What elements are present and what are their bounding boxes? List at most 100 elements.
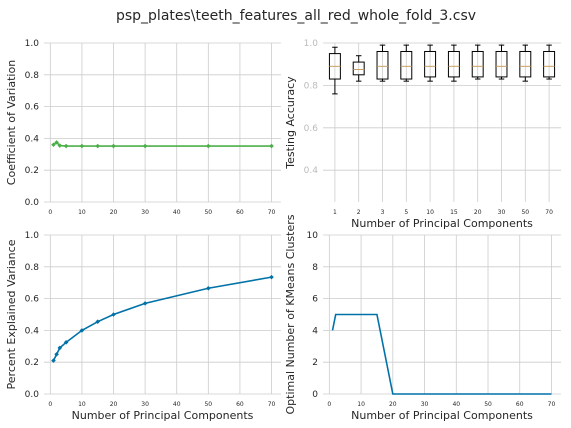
data-point (54, 351, 59, 357)
x-tick-label: 60 (236, 209, 244, 216)
x-axis-label: Number of Principal Components (351, 409, 533, 422)
box-10 (424, 44, 437, 82)
y-tick-label: 1.0 (25, 231, 40, 241)
x-tick-label: 30 (141, 401, 149, 408)
y-axis-label: Coefficient of Variation (5, 60, 18, 185)
y-tick-label: 0.4 (304, 166, 319, 176)
box-50 (519, 44, 532, 82)
x-tick-label: 10 (426, 209, 434, 216)
x-tick-label: 40 (173, 209, 181, 216)
y-axis-label: Optimal Number of KMeans Clusters (284, 214, 297, 414)
x-tick-label: 50 (484, 401, 492, 408)
y-tick-label: 0.6 (25, 295, 40, 305)
data-point (95, 143, 101, 149)
box-body (352, 61, 365, 76)
y-tick-label: 0.6 (25, 103, 40, 113)
x-tick-label: 50 (521, 209, 529, 216)
x-tick-label: 3 (381, 209, 385, 216)
plot-area (44, 235, 281, 394)
box-5 (400, 44, 413, 82)
x-tick-label: 60 (236, 401, 244, 408)
data-point (95, 319, 101, 324)
x-tick-label: 2 (357, 209, 361, 216)
data-point (111, 312, 116, 317)
box-2 (352, 55, 365, 82)
box-body (495, 50, 508, 78)
x-tick-label: 0 (327, 401, 331, 408)
x-tick-label: 70 (268, 209, 276, 216)
figure-title: psp_plates\teeth_features_all_red_whole_… (116, 8, 476, 24)
y-tick-label: 8 (312, 263, 318, 273)
subplots: 0 10 20 30 40 50 60 700.00.20.40.60.81.0Coeffic… (5, 39, 561, 422)
y-tick-label: 0.8 (304, 81, 319, 91)
data-point (79, 143, 85, 149)
x-tick-label: 30 (498, 209, 506, 216)
y-tick-label: 1.0 (25, 39, 40, 49)
x-tick-label: 10 (357, 401, 365, 408)
y-tick-label: 0.2 (25, 166, 39, 176)
box-body (376, 50, 389, 80)
y-axis-label: Testing Accuracy (284, 76, 297, 170)
y-tick-label: 0.4 (25, 326, 40, 336)
data-point (206, 285, 211, 291)
subplot-2: 1 2 3 5 10 15 20 30 50 70 0.4 0.6 0.8 1.0 Number of Pr… (284, 39, 561, 230)
subplot-1: 0 10 20 30 40 50 60 70 0.0 0.2 0.4 0.6 0.8 1.0 Coeffic… (5, 39, 281, 216)
x-tick-label: 20 (389, 401, 397, 408)
box-30 (495, 44, 508, 80)
box-3 (376, 44, 389, 82)
y-tick-label: 0 (312, 390, 318, 400)
x-tick-label: 5 (404, 209, 408, 216)
data-point (63, 340, 69, 345)
y-tick-label: 0.0 (25, 390, 40, 400)
x-tick-label: 70 (268, 401, 276, 408)
data-point (79, 328, 85, 333)
y-tick-label: 0.8 (25, 71, 40, 81)
y-tick-label: 2 (312, 358, 318, 368)
data-point (142, 143, 148, 149)
x-tick-label: 20 (110, 209, 118, 216)
data-point (51, 142, 56, 148)
x-tick-label: 0 (48, 209, 52, 216)
data-point (269, 143, 274, 149)
box-body (447, 50, 460, 78)
data-point (111, 143, 116, 149)
box-body (424, 50, 437, 78)
x-tick-label: 0 (48, 401, 52, 408)
box-body (519, 50, 532, 78)
x-tick-label: 60 (516, 401, 524, 408)
x-tick-label: 70 (548, 401, 556, 408)
x-tick-label: 50 (204, 401, 212, 408)
x-tick-label: 50 (204, 209, 212, 216)
data-point (57, 345, 63, 351)
y-tick-label: 0.0 (25, 198, 40, 208)
data-point (142, 301, 148, 306)
x-tick-label: 10 (78, 401, 86, 408)
y-tick-label: 4 (312, 326, 318, 336)
plot-area (44, 43, 281, 202)
x-tick-label: 70 (545, 209, 553, 216)
subplot-3: 0 10 20 30 40 50 60 70 0.0 0.2 0.4 0.6 0.8 1.0 Number … (5, 231, 281, 422)
y-tick-label: 10 (307, 231, 319, 241)
y-tick-label: 1.0 (304, 39, 319, 49)
box-body (471, 50, 484, 78)
y-tick-label: 0.6 (304, 124, 319, 134)
box-body (400, 50, 413, 80)
y-tick-label: 6 (312, 295, 318, 305)
y-tick-label: 0.8 (25, 263, 40, 273)
series-line-1 (52, 276, 272, 361)
data-point (57, 143, 63, 148)
y-axis-label: Percent Explained Variance (5, 239, 18, 389)
x-tick-label: 40 (173, 401, 181, 408)
data-point (54, 140, 59, 145)
box-20 (471, 44, 484, 80)
data-point (63, 143, 69, 149)
series-line-1 (331, 313, 552, 395)
box-1 (328, 46, 341, 95)
x-tick-label: 40 (452, 401, 460, 408)
x-tick-label: 20 (474, 209, 482, 216)
x-tick-label: 30 (141, 209, 149, 216)
x-tick-label: 20 (110, 401, 118, 408)
x-tick-label: 1 (333, 209, 337, 216)
